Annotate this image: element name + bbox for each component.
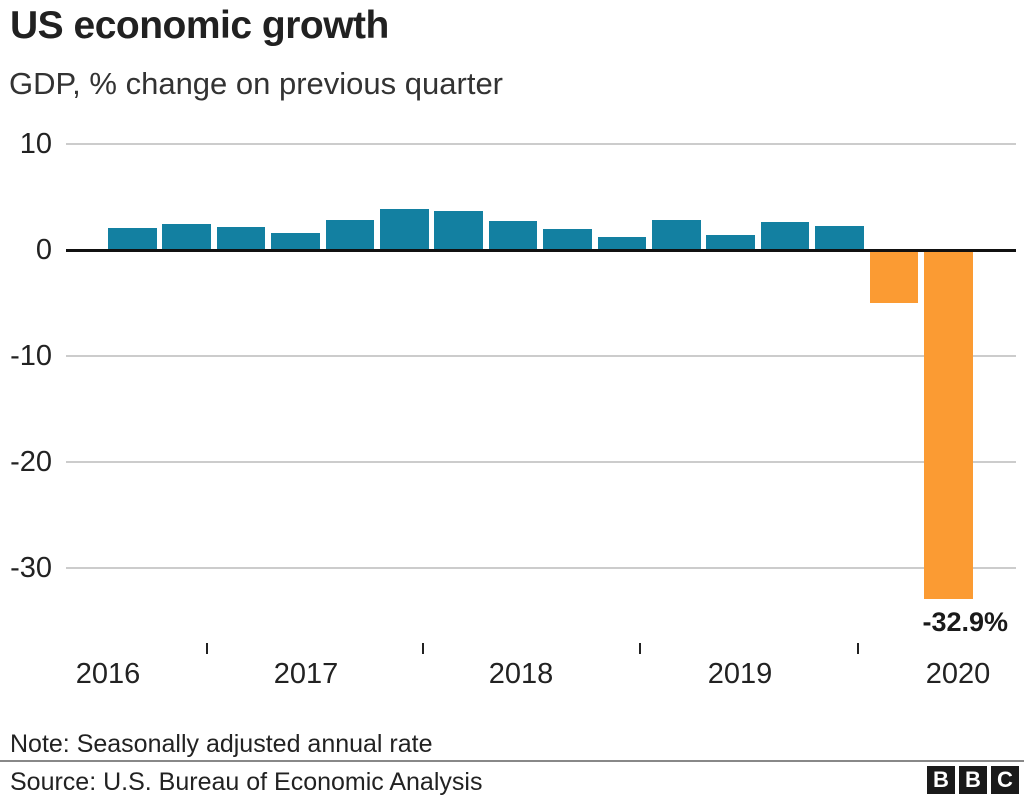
gridline--20: [66, 461, 1016, 463]
bar-2017-q4: [380, 208, 429, 250]
bar-2017-q3: [325, 220, 375, 250]
bar-2016-q4: [162, 223, 211, 250]
bar-2017-q2: [271, 233, 320, 250]
x-axis-tick-1: [422, 643, 424, 654]
bbc-logo-letter-b2: B: [959, 766, 987, 794]
bar-2018-q1: [434, 210, 483, 250]
bar-2020-q1: [869, 252, 919, 303]
bbc-logo-letter-b1: B: [927, 766, 955, 794]
gridline--10: [66, 355, 1016, 357]
y-axis-label--10: -10: [10, 340, 52, 372]
chart-note: Note: Seasonally adjusted annual rate: [10, 730, 433, 758]
y-axis-label--20: -20: [10, 446, 52, 478]
x-axis-label-2018: 2018: [488, 658, 554, 690]
bar-2020-q2: [924, 252, 973, 599]
x-axis-label-2017: 2017: [273, 658, 339, 690]
chart-subtitle: GDP, % change on previous quarter: [9, 66, 504, 101]
footer-divider: [0, 760, 1024, 762]
bar-2019-q4: [815, 225, 864, 250]
y-axis-label-10: 10: [19, 128, 52, 160]
bar-2019-q3: [760, 222, 810, 250]
zero-baseline: [66, 248, 1016, 252]
x-axis-tick-3: [857, 643, 859, 654]
x-axis-tick-0: [206, 643, 208, 654]
gridline--30: [66, 567, 1016, 569]
bar-2018-q3: [543, 228, 592, 250]
bar-2019-q2: [706, 235, 755, 250]
y-axis-label--30: -30: [10, 552, 52, 584]
bbc-logo-letter-c: C: [991, 766, 1019, 794]
x-axis-label-2020: 2020: [925, 658, 991, 690]
plot-area: 10 0 -10 -20 -30 -32.9% 2016 2017 2018 2019 2020: [0, 128, 1024, 700]
bar-2018-q2: [488, 221, 538, 250]
x-axis-tick-2: [639, 643, 641, 654]
bar-2016-q3: [108, 227, 157, 250]
x-axis-label-2019: 2019: [707, 658, 773, 690]
bar-2019-q1: [652, 220, 701, 250]
bar-value-label: -32.9%: [922, 606, 1009, 637]
bbc-logo: B B C: [927, 766, 1019, 794]
chart-title: US economic growth: [10, 4, 389, 47]
gridline-10: [66, 143, 1016, 145]
bar-2018-q4: [597, 237, 647, 250]
y-axis-label-0: 0: [35, 234, 52, 266]
chart-source: Source: U.S. Bureau of Economic Analysis: [10, 768, 483, 796]
x-axis-label-2016: 2016: [75, 658, 141, 690]
bar-2017-q1: [216, 226, 266, 250]
